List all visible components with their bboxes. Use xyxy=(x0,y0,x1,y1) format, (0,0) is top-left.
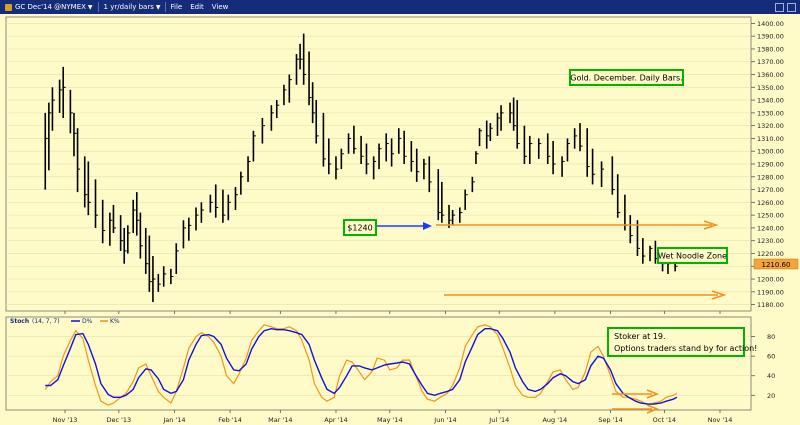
stoch-name: Stoch xyxy=(10,318,29,325)
stoch-tick-label: 40 xyxy=(767,372,775,380)
arrow-head-1240 xyxy=(703,220,719,230)
menu-file[interactable]: File xyxy=(170,3,183,11)
pointer-arrow-head xyxy=(423,222,432,230)
month-tick-label: Jan '14 xyxy=(162,416,185,424)
price-annotation: $1240 xyxy=(343,219,377,236)
price-tick-label: 1200.00 xyxy=(757,276,784,284)
month-tick-label: Dec '13 xyxy=(106,416,131,424)
price-bars xyxy=(44,33,678,303)
stoch-annotation-line1: Stoker at 19. xyxy=(614,332,666,341)
stoch-annotation: Stoker at 19. Options traders stand by f… xyxy=(607,327,757,357)
price-tick-label: 1260.00 xyxy=(757,199,784,207)
stoch-panel xyxy=(5,316,752,411)
chart-area: 1180.001190.001200.001210.001220.001230.… xyxy=(0,14,800,425)
month-tick-label: Nov '14 xyxy=(708,416,733,424)
maximize-icon[interactable] xyxy=(787,2,796,12)
price-tick-label: 1280.00 xyxy=(757,173,784,181)
month-tick-label: Oct '14 xyxy=(653,416,676,424)
zone-annotation: Wet Noodle Zone xyxy=(657,247,728,264)
zone-annotation-text: Wet Noodle Zone xyxy=(658,252,727,261)
price-tick-label: 1390.00 xyxy=(757,33,784,41)
period-label: 1 yr/daily bars xyxy=(103,3,154,11)
price-tick-label: 1330.00 xyxy=(757,109,784,117)
k-legend-label: K% xyxy=(110,318,120,325)
chevron-down-icon: ▼ xyxy=(155,3,161,11)
stoch-tick-label: 80 xyxy=(767,333,775,341)
price-tick-label: 1340.00 xyxy=(757,97,784,105)
stoch-axis: 20 40 60 80 xyxy=(751,333,775,400)
price-tick-label: 1290.00 xyxy=(757,161,784,169)
stoch-annotation-line2: Options traders stand by for action! xyxy=(614,344,757,353)
price-tick-label: 1380.00 xyxy=(757,45,784,53)
time-axis: Nov '13 Dec '13 Jan '14 Feb '14 Mar '14 Apr '… xyxy=(53,311,733,424)
last-price-badge: 1210.60 xyxy=(753,258,799,270)
price-tick-label: 1240.00 xyxy=(757,224,784,232)
stoch-target-upper-head xyxy=(646,389,660,399)
price-tick-label: 1270.00 xyxy=(757,186,784,194)
d-percent-line xyxy=(45,327,678,405)
price-tick-label: 1350.00 xyxy=(757,84,784,92)
last-price-label: 1210.60 xyxy=(762,261,791,269)
menu-view[interactable]: View xyxy=(211,3,229,11)
price-tick-label: 1360.00 xyxy=(757,71,784,79)
month-tick-label: Mar '14 xyxy=(268,416,292,424)
month-tick-label: Feb '14 xyxy=(218,416,242,424)
stoch-tick-label: 60 xyxy=(767,353,775,361)
menu-edit[interactable]: Edit xyxy=(190,3,204,11)
price-tick-label: 1300.00 xyxy=(757,148,784,156)
chevron-down-icon: ▼ xyxy=(87,3,93,11)
stoch-tick-label: 20 xyxy=(767,392,775,400)
month-tick-label: Apr '14 xyxy=(324,416,347,424)
price-tick-label: 1310.00 xyxy=(757,135,784,143)
stoch-target-lower-head xyxy=(646,404,660,414)
month-tick-label: May '14 xyxy=(377,416,403,424)
price-tick-label: 1400.00 xyxy=(757,20,784,28)
minimize-icon[interactable] xyxy=(775,2,784,12)
price-tick-label: 1230.00 xyxy=(757,237,784,245)
title-annotation: Gold. December. Daily Bars. xyxy=(569,69,684,86)
price-tick-label: 1320.00 xyxy=(757,122,784,130)
price-tick-label: 1180.00 xyxy=(757,301,784,309)
month-tick-label: Jul '14 xyxy=(488,416,509,424)
symbol-selector[interactable]: GC Dec'14 @NYMEX ▼ xyxy=(0,0,98,14)
chart-toolbar: GC Dec'14 @NYMEX ▼ 1 yr/daily bars ▼ Fil… xyxy=(0,0,800,14)
price-tick-label: 1250.00 xyxy=(757,212,784,220)
month-tick-label: Aug '14 xyxy=(542,416,567,424)
month-tick-label: Jun '14 xyxy=(433,416,456,424)
price-gridlines xyxy=(6,23,751,305)
gold-bar-icon xyxy=(5,3,12,11)
month-tick-label: Nov '13 xyxy=(53,416,78,424)
arrow-head-1187 xyxy=(711,290,727,300)
title-annotation-text: Gold. December. Daily Bars. xyxy=(570,74,683,83)
k-percent-line xyxy=(44,324,678,406)
stoch-params: (14, 7, 7) xyxy=(32,318,60,325)
d-legend-label: D% xyxy=(82,318,93,325)
month-tick-label: Sep '14 xyxy=(598,416,622,424)
price-tick-label: 1190.00 xyxy=(757,288,784,296)
symbol-label: GC Dec'14 @NYMEX xyxy=(15,3,86,11)
price-annotation-text: $1240 xyxy=(347,224,372,233)
price-tick-label: 1370.00 xyxy=(757,58,784,66)
period-selector[interactable]: 1 yr/daily bars ▼ xyxy=(99,0,166,14)
stoch-header: Stoch (14, 7, 7) D% K% xyxy=(10,318,120,325)
price-tick-label: 1220.00 xyxy=(757,250,784,258)
